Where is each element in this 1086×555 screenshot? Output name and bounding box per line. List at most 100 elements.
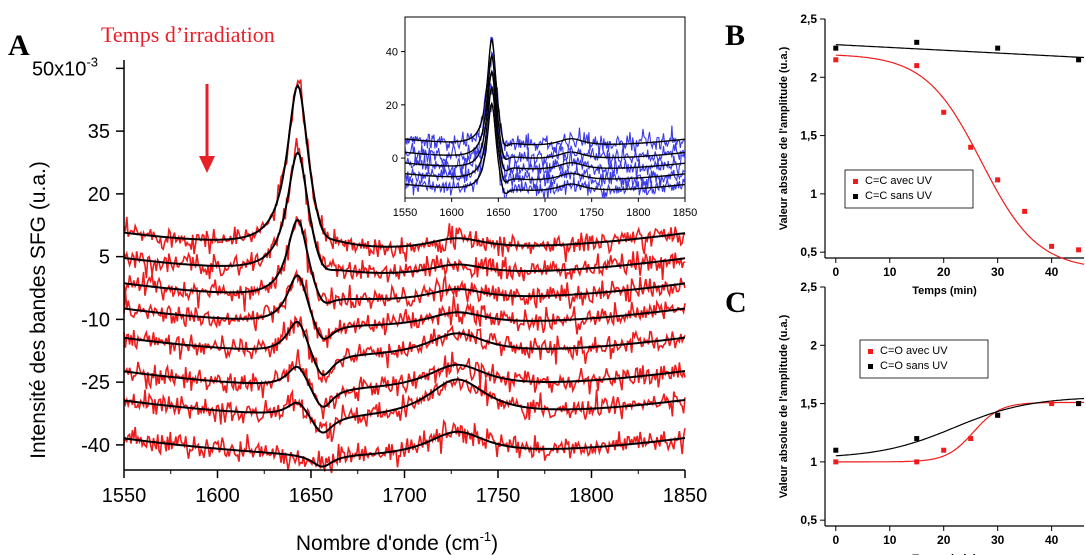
main-y-axis-label: Intensité des bandes SFG (u.a.): [27, 161, 50, 459]
panel-a: A Temps d’irradiation 1550 1600 1650 1700 17…: [8, 22, 707, 555]
data-point: [995, 177, 1001, 183]
y-tick-label: 20: [88, 184, 110, 206]
spectrum-fit-line: [123, 430, 686, 468]
inset-fit-line: [405, 69, 685, 172]
irradiation-arrow: [199, 84, 215, 173]
data-point: [914, 436, 920, 442]
main-x-axis-label: Nombre d'onde (cm-1): [296, 529, 498, 555]
x-tick-label: 1700: [382, 485, 427, 507]
data-point: [1076, 401, 1082, 407]
x-axis-label: Temps (min): [912, 285, 977, 297]
data-point: [995, 412, 1001, 418]
legend-marker: [868, 349, 873, 354]
x-tick-label: 10: [883, 533, 897, 547]
data-point: [1049, 401, 1055, 407]
inset-data-line: [405, 83, 685, 191]
y-tick-label: 2: [810, 70, 817, 84]
x-axis-label: Temps (min): [912, 553, 977, 555]
data-point: [941, 109, 947, 115]
data-point: [968, 144, 974, 150]
y-tick-label: 2,5: [800, 280, 817, 294]
inset-fit-line: [405, 85, 685, 183]
panel-c: C 0 10 20 30 40 0,5 1 1,5 2 2,5 Temps (min) Valeur …: [725, 280, 1085, 555]
inset-data-line: [405, 103, 685, 198]
y-tick-exponent: -3: [86, 54, 98, 69]
inset-x-tick-label: 1550: [393, 207, 417, 219]
x-tick-label: 30: [991, 265, 1005, 279]
legend: C=C avec UV C=C sans UV: [844, 169, 974, 209]
x-tick-label: 1550: [102, 485, 147, 507]
inset-data-line: [405, 50, 685, 169]
legend-entry: C=C sans UV: [865, 190, 933, 202]
data-point: [914, 39, 920, 45]
spectrum-fit-line: [123, 150, 686, 274]
y-tick-label: 0,5: [800, 513, 817, 527]
y-axis-label: Valeur absolue de l'amplitude (u.a.): [778, 46, 790, 230]
panel-c-plot: 0 10 20 30 40 0,5 1 1,5 2 2,5 Temps (min) Valeur ab…: [778, 280, 1085, 555]
y-tick-label: 1,5: [800, 397, 817, 411]
data-point: [914, 459, 920, 465]
data-point: [995, 45, 1001, 51]
y-tick-label: 0,5: [800, 245, 817, 259]
data-point: [1076, 57, 1082, 63]
x-tick-label: 0: [832, 533, 839, 547]
x-tick-label: 30: [991, 533, 1005, 547]
y-tick-label: 2,5: [800, 12, 817, 26]
panel-letter-a: A: [8, 29, 30, 62]
y-axis-label: Valeur absolue de l'amplitude (u.a.): [778, 314, 790, 498]
panel-letter-c: C: [725, 286, 747, 319]
irradiation-annotation: Temps d’irradiation: [101, 22, 275, 47]
main-spectra-plot: [123, 79, 686, 474]
spectrum-fit-line: [123, 363, 686, 408]
spectrum-fit-line: [123, 378, 686, 434]
inset-y-tick-label: 0: [392, 153, 398, 165]
legend-marker: [853, 179, 858, 184]
spectrum-data-line: [123, 268, 686, 348]
inset-spectra-plot: 1550 1600 1650 1700 1750 1800 1850 0 20 40: [386, 16, 697, 219]
data-point: [941, 447, 947, 453]
x-tick-label: 1600: [195, 485, 240, 507]
legend-frame: [859, 339, 989, 379]
data-point: [1049, 243, 1055, 249]
data-point: [1076, 247, 1082, 253]
inset-x-tick-label: 1800: [626, 207, 650, 219]
inset-x-tick-label: 1850: [673, 207, 697, 219]
data-point: [833, 57, 839, 63]
inset-fit-line: [405, 101, 685, 195]
x-tick-label: 1750: [476, 485, 521, 507]
main-axes: 1550 1600 1650 1700 1750 1800 1850 -40 -25 -10 5 20…: [32, 54, 707, 507]
inset-fit-line: [405, 53, 685, 160]
x-tick-label: 1850: [663, 485, 708, 507]
inset-data-line: [405, 36, 685, 154]
spectrum-data-line: [123, 79, 686, 263]
y-tick-label: -40: [81, 435, 110, 457]
legend-entry: C=O avec UV: [880, 345, 948, 357]
panel-b-plot: 0 10 20 30 40 0,5 1 1,5 2 2,5 Temps (min) Valeur ab…: [778, 12, 1085, 297]
fit-curve: [835, 397, 1085, 457]
x-tick-label: 0: [832, 265, 839, 279]
spectrum-fit-line: [123, 218, 686, 304]
inset-x-tick-label: 1600: [439, 207, 463, 219]
fit-curve: [835, 401, 1084, 463]
spectrum-data-line: [123, 138, 686, 283]
y-tick-label: 1: [810, 455, 817, 469]
x-tick-label: 40: [1045, 265, 1059, 279]
x-tick-label: 40: [1045, 533, 1059, 547]
inset-y-tick-label: 20: [386, 100, 398, 112]
y-tick-label: 2: [810, 338, 817, 352]
inset-x-tick-label: 1750: [579, 207, 603, 219]
data-point: [833, 45, 839, 51]
legend-frame: [844, 169, 974, 209]
spectrum-fit-line: [123, 321, 686, 377]
legend-entry: C=C avec UV: [865, 175, 933, 187]
data-point: [833, 447, 839, 453]
x-tick-label: 1800: [569, 485, 614, 507]
x-tick-label: 10: [883, 265, 897, 279]
spectrum-fit-line: [123, 83, 686, 248]
legend: C=O avec UV C=O sans UV: [859, 339, 989, 379]
y-tick-label: 5: [99, 247, 110, 269]
inset-x-tick-label: 1700: [533, 207, 557, 219]
data-point: [833, 459, 839, 465]
data-point: [1022, 208, 1028, 214]
inset-fit-line: [405, 37, 685, 147]
